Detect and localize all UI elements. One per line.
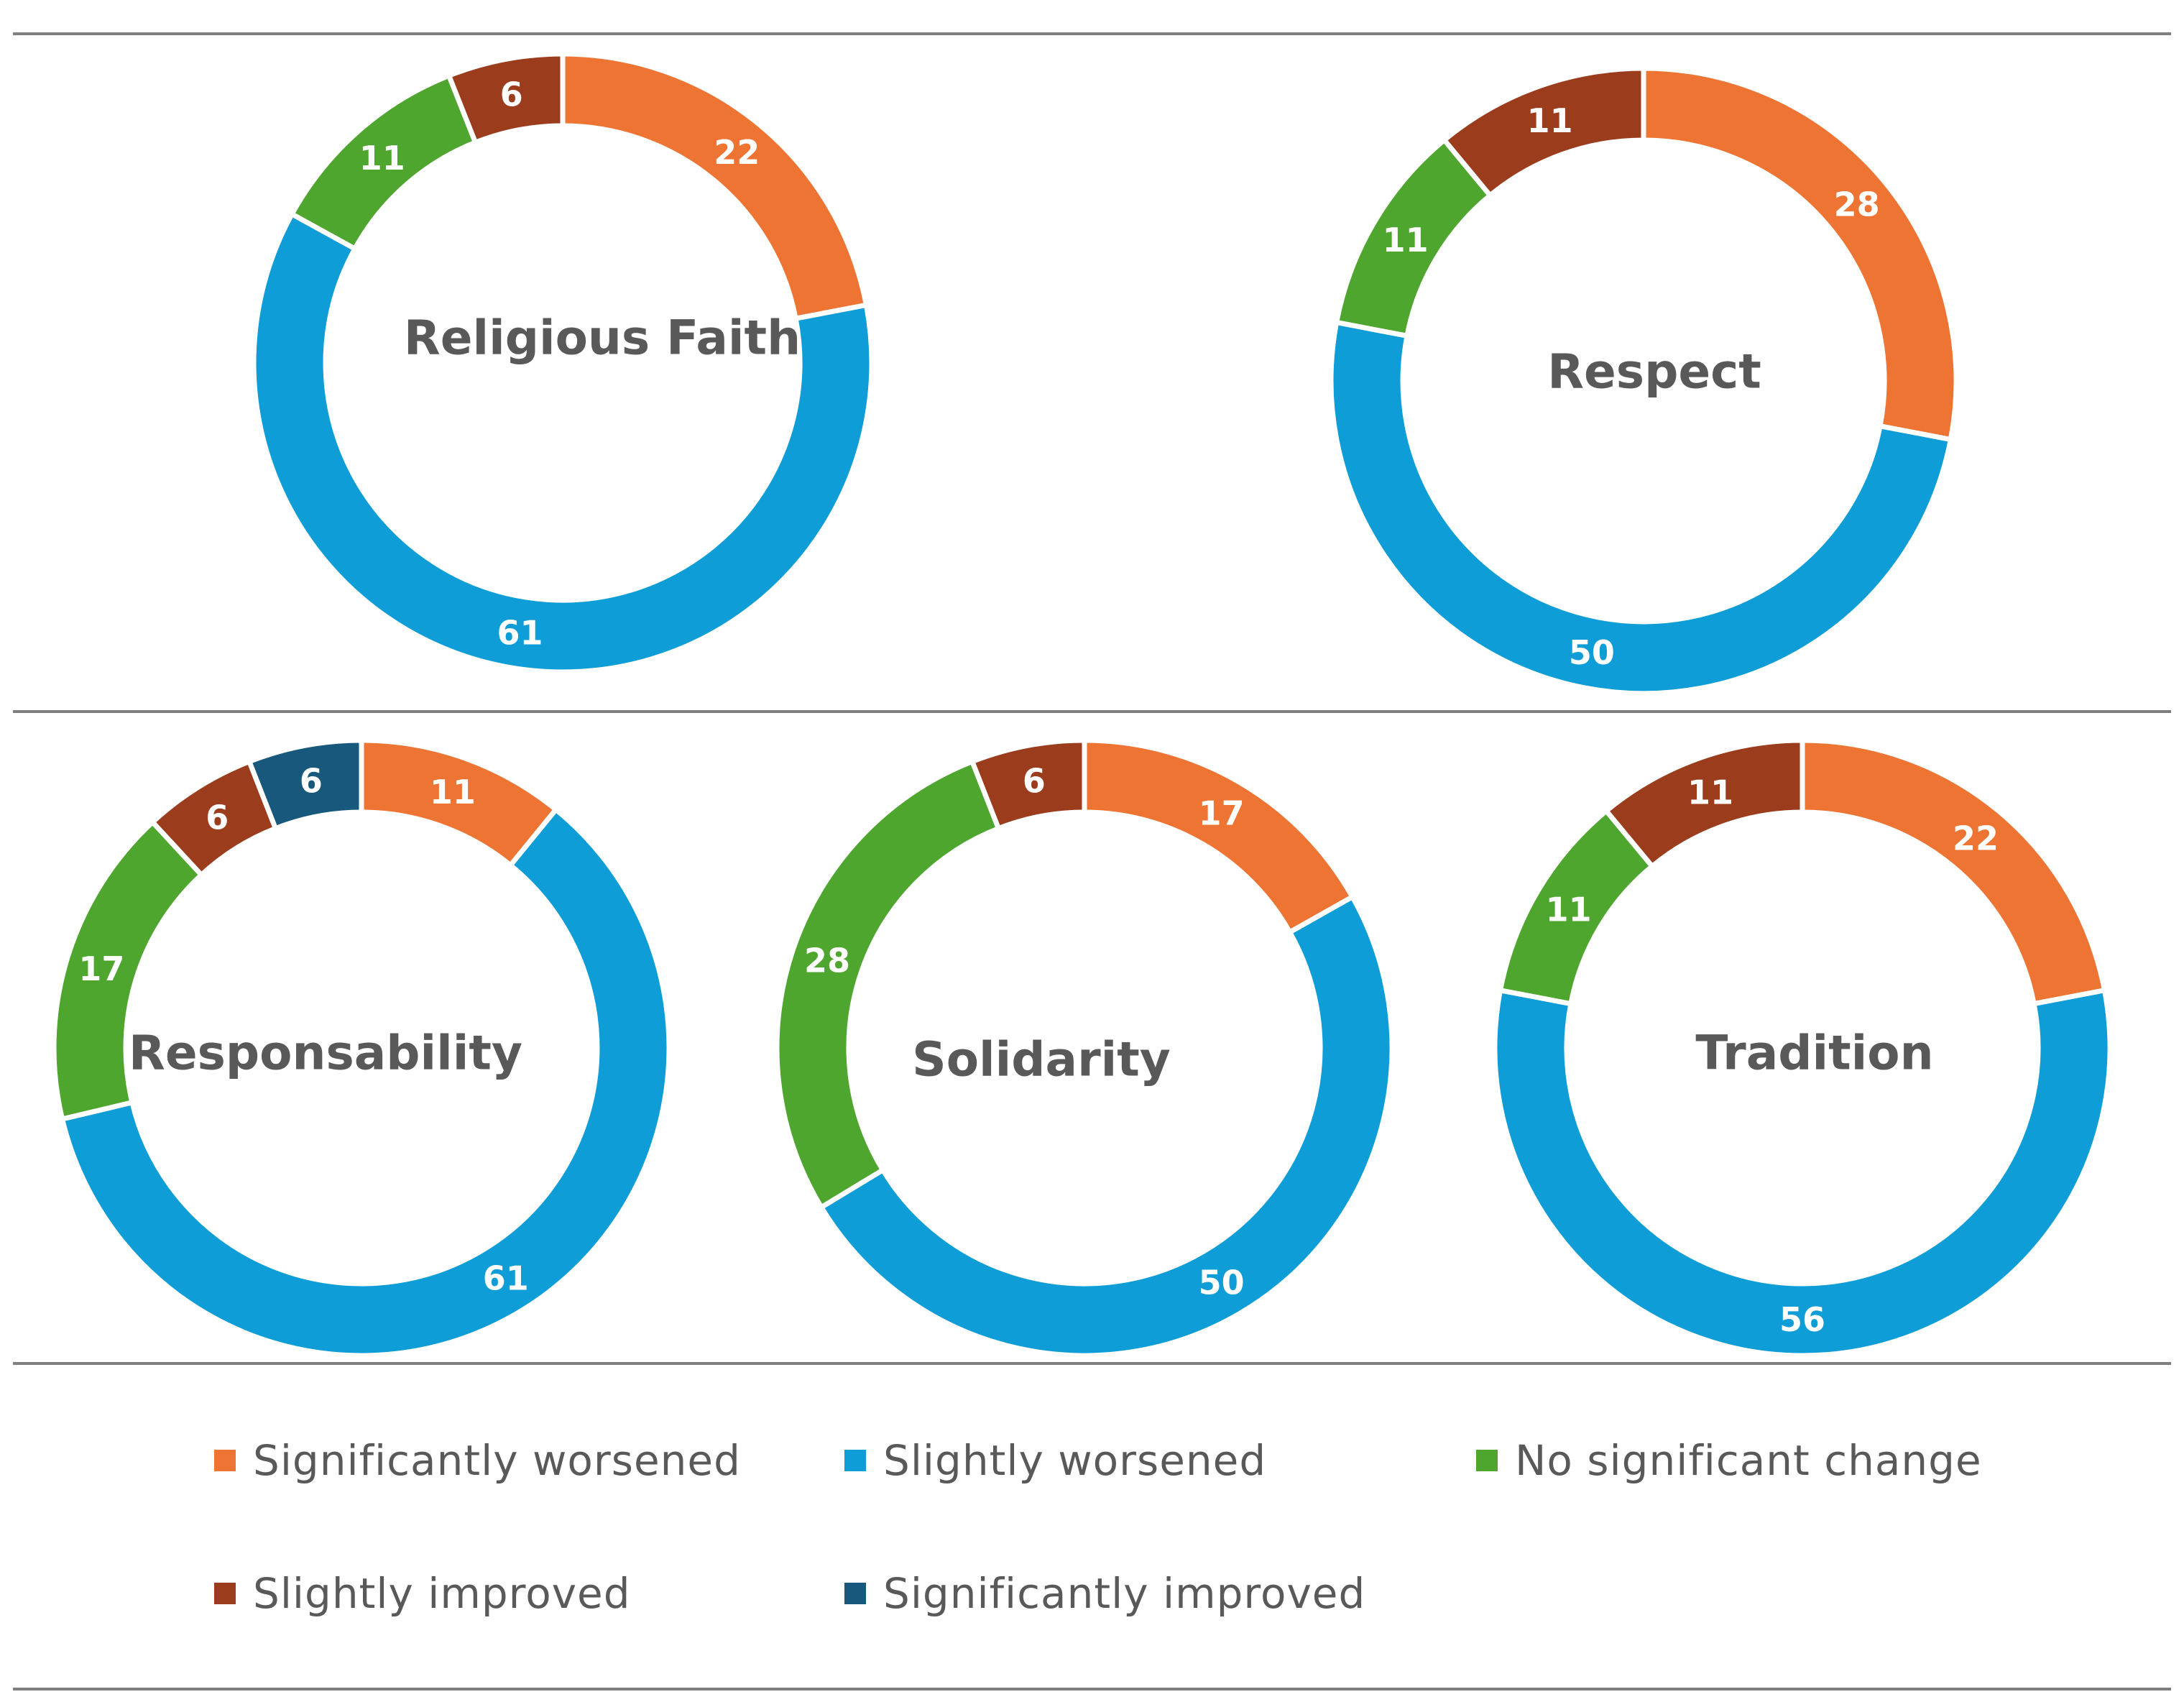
legend-swatch-significantly-improved [844,1583,866,1604]
slice-tradition-significantly-worsened [1800,737,2108,1007]
legend-item-significantly-improved: Significantly improved [844,1569,1365,1618]
data-label: 22 [1953,819,1999,858]
slice-solidarity-slightly-improved [969,737,1087,832]
slice-respect-significantly-worsened [1641,65,1959,443]
data-label: 11 [359,139,405,178]
data-label: 50 [1569,633,1615,672]
data-label: 17 [78,949,124,988]
legend-label: Slightly improved [253,1569,631,1618]
legend-swatch-no-significant-change [1476,1450,1498,1471]
legend-item-no-significant-change: No significant change [1476,1436,1982,1485]
data-label: 22 [714,133,760,172]
donut-respect: 28 50 11 11 Respect [1331,65,1959,694]
donut-solidarity: 17 50 28 6 Solidarity [774,737,1395,1358]
chart-title: Responsability [129,1026,522,1081]
data-label: 28 [804,942,850,980]
legend-item-significantly-worsened: Significantly worsened [214,1436,741,1485]
donut-group: 22 61 11 6 Religious Faith 28 50 11 11 Respect 11 6… [51,51,2113,1358]
donut-responsability: 11 61 17 6 6 Responsability [51,737,672,1358]
data-label: 6 [500,75,523,114]
chart-title: Tradition [1695,1026,1933,1081]
data-label: 50 [1199,1263,1245,1302]
slice-religious-faith-slightly-worsened [251,211,875,675]
chart-title: Religious Faith [404,310,801,366]
data-label: 6 [1023,762,1046,801]
slice-solidarity-slightly-worsened [818,893,1395,1358]
legend-swatch-slightly-improved [214,1583,236,1604]
data-label: 6 [206,799,229,837]
legend-item-slightly-worsened: Slightly worsened [844,1436,1266,1485]
data-label: 11 [1546,891,1592,929]
legend-swatch-significantly-worsened [214,1450,236,1471]
legend-label: Significantly worsened [253,1436,741,1485]
slice-tradition-slightly-improved [1603,737,1805,870]
slice-tradition-slightly-worsened [1492,987,2113,1358]
slice-solidarity-no-significant-change [774,758,1002,1211]
chart-title: Solidarity [912,1032,1171,1087]
data-label: 11 [1687,773,1733,811]
slice-respect-slightly-worsened [1331,322,1950,693]
data-label: 28 [1834,185,1880,224]
legend-label: Significantly improved [883,1569,1366,1618]
slice-responsability-slightly-worsened [59,806,672,1358]
data-label: 11 [1527,101,1573,140]
legend-label: Slightly worsened [883,1436,1267,1485]
legend-label: No significant change [1515,1436,1982,1485]
slice-religious-faith-slightly-improved [446,51,566,146]
legend-item-slightly-improved: Slightly improved [214,1569,631,1618]
data-label: 6 [300,762,323,801]
data-label: 61 [497,613,543,652]
slice-solidarity-significantly-worsened [1082,737,1356,936]
data-label: 17 [1199,794,1245,833]
donut-tradition: 22 56 11 11 Tradition [1492,737,2113,1358]
data-label: 56 [1779,1300,1825,1339]
data-label: 11 [430,773,476,811]
data-label: 61 [483,1259,529,1297]
slice-respect-slightly-improved [1440,65,1646,199]
donut-religious-faith: 22 61 11 6 Religious Faith [251,51,875,675]
slice-religious-faith-significantly-worsened [560,51,870,322]
data-label: 11 [1383,221,1429,259]
slice-responsability-significantly-improved [246,737,364,832]
legend-swatch-slightly-worsened [844,1450,866,1471]
chart-title: Respect [1547,344,1761,400]
